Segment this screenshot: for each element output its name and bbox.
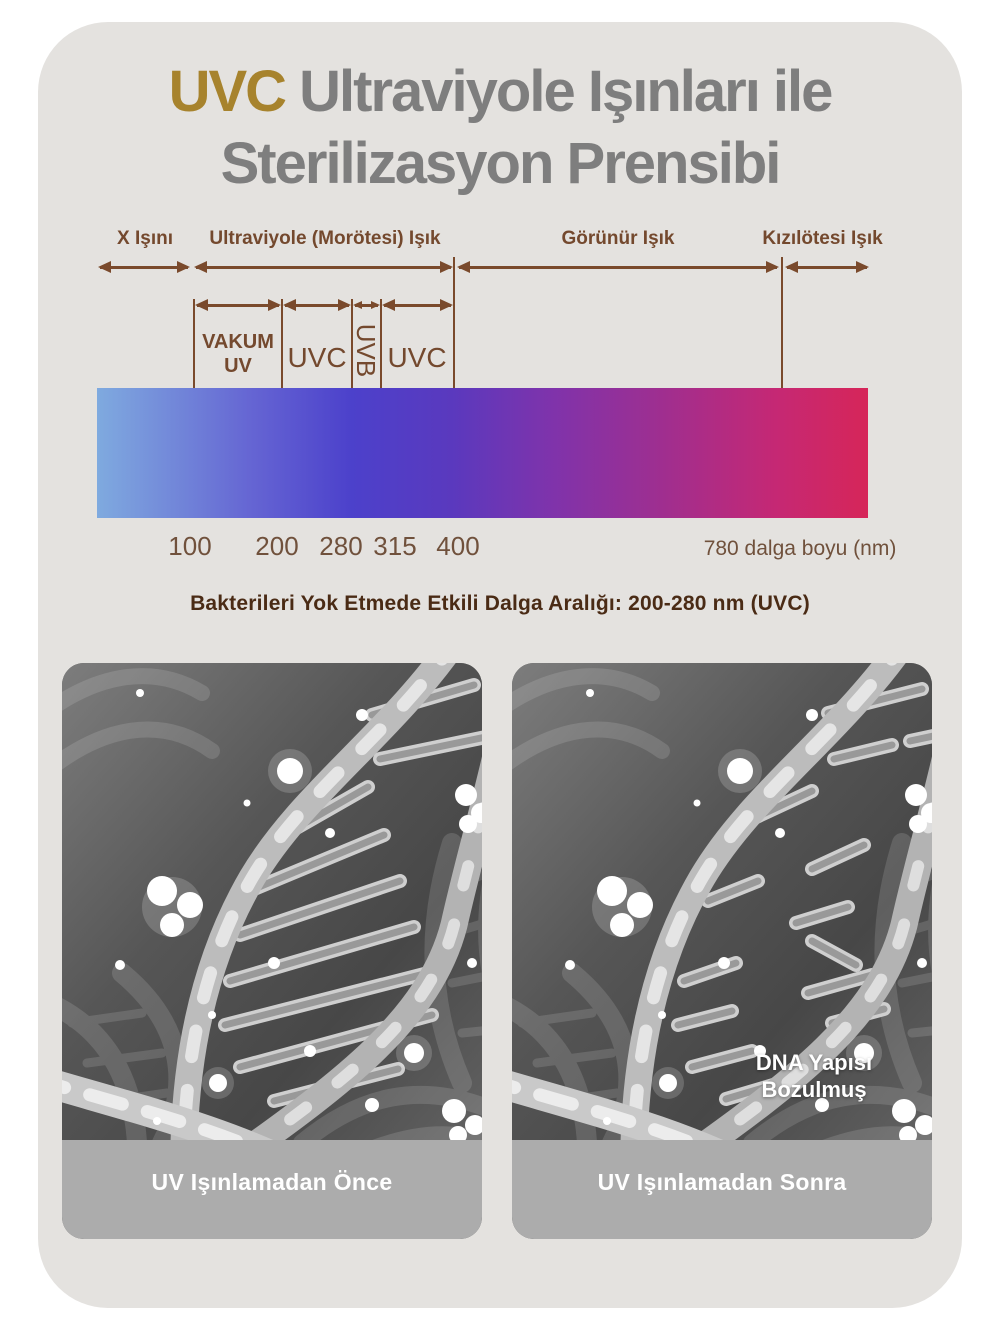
tick-line-315	[380, 299, 382, 388]
arrow-band-vakum-uv	[195, 299, 281, 311]
arrow-xray	[98, 261, 190, 273]
region-label-infrared: Kızılötesi Işık	[762, 228, 883, 249]
tick-315: 315	[373, 531, 417, 561]
caption-before-uv: UV Işınlamadan Önce	[62, 1140, 482, 1239]
dna-damage-label-line1: DNA Yapısı	[755, 1050, 873, 1075]
tick-400: 400	[436, 531, 480, 561]
tick-100: 100	[168, 531, 212, 561]
title-line2: Sterilizasyon Prensibi	[220, 131, 782, 196]
caption-after-uv: UV Işınlamadan Sonra	[512, 1140, 932, 1239]
tick-line-200	[281, 299, 283, 388]
divider-line-780	[781, 257, 783, 388]
tick-line-100	[193, 299, 195, 388]
arrow-ultraviolet	[194, 261, 453, 273]
arrow-infrared	[785, 261, 869, 273]
dna-illustration-intact	[62, 663, 482, 1140]
title-highlight: UVC	[168, 59, 287, 124]
band-label-uvc2: UVC	[387, 342, 447, 373]
dna-damage-label: DNA Yapısı Bozulmuş	[708, 1049, 920, 1103]
arrow-band-uvb	[353, 301, 380, 309]
effective-range-note: Bakterileri Yok Etmede Etkili Dalga Aral…	[190, 592, 810, 615]
region-label-ultraviolet: Ultraviyole (Morötesi) Işık	[209, 228, 441, 249]
panel-before-uv: UV Işınlamadan Önce	[62, 663, 482, 1239]
tick-780-label: 780 dalga boyu (nm)	[703, 537, 897, 560]
panel-after-uv: DNA Yapısı Bozulmuş UV Işınlamadan Sonra	[512, 663, 932, 1239]
arrow-band-uvc2	[382, 299, 453, 311]
tick-line-280	[351, 299, 353, 388]
dna-damage-label-line2: Bozulmuş	[761, 1077, 867, 1102]
region-label-visible: Görünür Işık	[561, 228, 675, 249]
dna-illustration-damaged	[512, 663, 932, 1140]
spectrum-gradient-bar	[97, 388, 868, 518]
arrow-visible	[457, 261, 779, 273]
title-line1: Ultraviyole Işınları ile	[285, 59, 833, 124]
band-label-vakum-uv: VAKUM UV	[202, 331, 274, 377]
page-title: UVC Ultraviyole Işınları ile Sterilizasy…	[0, 56, 1000, 200]
band-label-uvb-text: UVB	[351, 323, 382, 377]
divider-line-400	[453, 257, 455, 388]
tick-200: 200	[255, 531, 299, 561]
region-label-xray: X Işını	[117, 228, 173, 249]
arrow-band-uvc	[283, 299, 351, 311]
band-label-uvc: UVC	[287, 342, 347, 373]
tick-280: 280	[319, 531, 363, 561]
